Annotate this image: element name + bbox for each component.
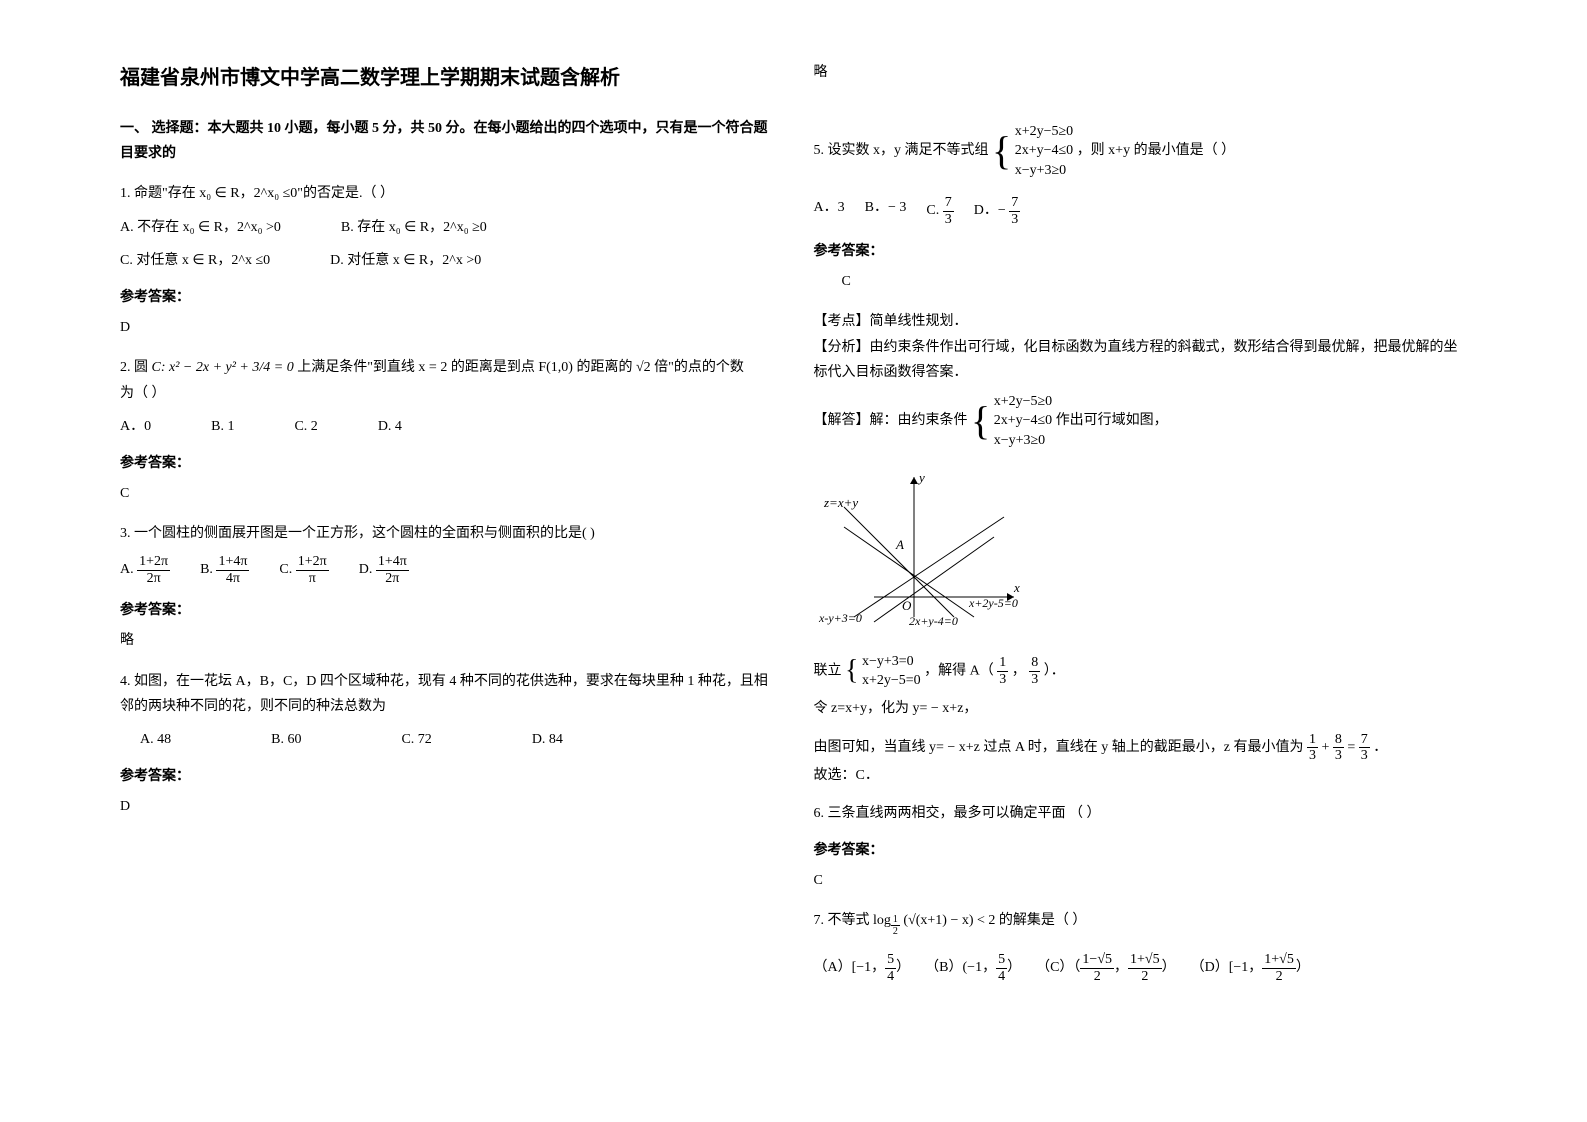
q5-option-c: C. 73 xyxy=(926,195,953,227)
q3-option-d: D. 1+4π2π xyxy=(359,554,409,586)
q1-answer: D xyxy=(120,315,774,340)
question-1: 1. 命题"存在 x₀ ∈ R，2^x₀ ≤0"的否定是.（ ） A. 不存在 … xyxy=(120,181,774,273)
question-7: 7. 不等式 log12 (√(x+1) − x) < 2 的解集是（ ） （A… xyxy=(814,908,1468,984)
q1-option-a: A. 不存在 x₀ ∈ R，2^x₀ >0 xyxy=(120,215,281,240)
right-column: 略 5. 设实数 x，y 满足不等式组 { x+2y−5≥0 2x+y−4≤0 … xyxy=(794,60,1488,1062)
diagram-y-label: y xyxy=(917,470,925,485)
q5-option-b: B．− 3 xyxy=(865,195,907,227)
q2-formula: C: x² − 2x + y² + 3/4 = 0 xyxy=(152,360,294,375)
q5-option-a: A．3 xyxy=(814,195,845,227)
diagram-line2-label: 2x+y-4=0 xyxy=(909,614,958,627)
q4-option-d: D. 84 xyxy=(532,727,563,752)
q4-option-a: A. 48 xyxy=(140,727,171,752)
q5-lianli: 联立 { x−y+3=0 x+2y−5=0 ，解得 A（ 13 ， 83 ）． xyxy=(814,646,1468,696)
q3-option-a: A. 1+2π2π xyxy=(120,554,170,586)
q5-feasible-region-diagram: z=x+y y x A O x-y+3=0 2x+y-4=0 x+2y-5=0 xyxy=(814,467,1468,636)
q4-stem: 4. 如图，在一花坛 A，B，C，D 四个区域种花，现有 4 种不同的花供选种，… xyxy=(120,669,774,719)
q7-option-a: （A）[−1，54） xyxy=(814,952,911,984)
page-root: 福建省泉州市博文中学高二数学理上学期期末试题含解析 一、 选择题：本大题共 10… xyxy=(0,0,1587,1122)
q6-answer-label: 参考答案： xyxy=(814,838,1468,863)
q3-answer-label: 参考答案： xyxy=(120,598,774,623)
q6-answer: C xyxy=(814,868,1468,893)
q1-option-b: B. 存在 x₀ ∈ R，2^x₀ ≥0 xyxy=(341,215,487,240)
q4-answer-label: 参考答案： xyxy=(120,764,774,789)
q2-answer-label: 参考答案： xyxy=(120,451,774,476)
question-3: 3. 一个圆柱的侧面展开图是一个正方形，这个圆柱的全面积与侧面积的比是( ) A… xyxy=(120,521,774,586)
q5-option-d: D．− 73 xyxy=(974,195,1021,227)
diagram-O-label: O xyxy=(902,598,912,613)
q5-answer: C xyxy=(814,269,1468,294)
question-2: 2. 圆 C: x² − 2x + y² + 3/4 = 0 上满足条件"到直线… xyxy=(120,355,774,439)
question-4: 4. 如图，在一花坛 A，B，C，D 四个区域种花，现有 4 种不同的花供选种，… xyxy=(120,669,774,753)
section-1-header: 一、 选择题：本大题共 10 小题，每小题 5 分，共 50 分。在每小题给出的… xyxy=(120,116,774,166)
q7-option-c: （C）（1−√52，1+√52） xyxy=(1036,952,1176,984)
q2-option-d: D. 4 xyxy=(378,414,402,439)
q3-option-c: C. 1+2ππ xyxy=(279,554,328,586)
diagram-zxy-label: z=x+y xyxy=(823,495,858,510)
q5-kaodian: 【考点】简单线性规划． xyxy=(814,309,1468,334)
q4-answer: D xyxy=(120,794,774,819)
q2-stem-line2: 为（ ） xyxy=(120,381,774,406)
q2-option-c: C. 2 xyxy=(294,414,317,439)
q1-answer-label: 参考答案： xyxy=(120,285,774,310)
q4-option-b: B. 60 xyxy=(271,727,301,752)
q6-stem: 6. 三条直线两两相交，最多可以确定平面 （ ） xyxy=(814,801,1468,826)
q3-stem: 3. 一个圆柱的侧面展开图是一个正方形，这个圆柱的全面积与侧面积的比是( ) xyxy=(120,521,774,546)
q5-youtu: 由图可知，当直线 y= − x+z 过点 A 时，直线在 y 轴上的截距最小，z… xyxy=(814,732,1468,764)
q4-option-c: C. 72 xyxy=(401,727,431,752)
question-5: 5. 设实数 x，y 满足不等式组 { x+2y−5≥0 2x+y−4≤0 x−… xyxy=(814,115,1468,227)
q1-option-d: D. 对任意 x ∈ R，2^x >0 xyxy=(330,248,481,273)
q3-answer: 略 xyxy=(120,628,774,653)
q5-jieda: 【解答】解：由约束条件 { x+2y−5≥0 2x+y−4≤0 x−y+3≥0 … xyxy=(814,385,1468,457)
left-column: 福建省泉州市博文中学高二数学理上学期期末试题含解析 一、 选择题：本大题共 10… xyxy=(100,60,794,1062)
q7-option-d: （D）[−1，1+√52） xyxy=(1191,952,1310,984)
q5-jieda-system: x+2y−5≥0 2x+y−4≤0 x−y+3≥0 xyxy=(994,392,1052,451)
col2-top-text: 略 xyxy=(814,60,1468,85)
diagram-x-label: x xyxy=(1013,580,1020,595)
q5-ling: 令 z=x+y，化为 y= − x+z， xyxy=(814,696,1468,721)
q5-system: x+2y−5≥0 2x+y−4≤0 x−y+3≥0 xyxy=(1015,122,1073,181)
question-6: 6. 三条直线两两相交，最多可以确定平面 （ ） xyxy=(814,801,1468,826)
q2-option-a: A．0 xyxy=(120,414,151,439)
q2-answer: C xyxy=(120,481,774,506)
q5-fenxi: 【分析】由约束条件作出可行域，化目标函数为直线方程的斜截式，数形结合得到最优解，… xyxy=(814,335,1468,385)
q3-option-b: B. 1+4π4π xyxy=(200,554,249,586)
diagram-line3-label: x+2y-5=0 xyxy=(968,596,1018,610)
q1-option-c: C. 对任意 x ∈ R，2^x ≤0 xyxy=(120,248,270,273)
q2-stem: 2. 圆 C: x² − 2x + y² + 3/4 = 0 上满足条件"到直线… xyxy=(120,355,774,380)
q5-answer-label: 参考答案： xyxy=(814,239,1468,264)
q5-stem: 5. 设实数 x，y 满足不等式组 { x+2y−5≥0 2x+y−4≤0 x−… xyxy=(814,115,1468,187)
q5-guxuan: 故选：C． xyxy=(814,763,1468,788)
diagram-line1-label: x-y+3=0 xyxy=(818,611,862,625)
q2-option-b: B. 1 xyxy=(211,414,234,439)
exam-title: 福建省泉州市博文中学高二数学理上学期期末试题含解析 xyxy=(120,60,774,96)
q7-stem: 7. 不等式 log12 (√(x+1) − x) < 2 的解集是（ ） xyxy=(814,908,1468,937)
q7-option-b: （B）(−1，54） xyxy=(925,952,1021,984)
diagram-A-label: A xyxy=(895,537,904,552)
q1-stem: 1. 命题"存在 x₀ ∈ R，2^x₀ ≤0"的否定是.（ ） xyxy=(120,181,774,206)
